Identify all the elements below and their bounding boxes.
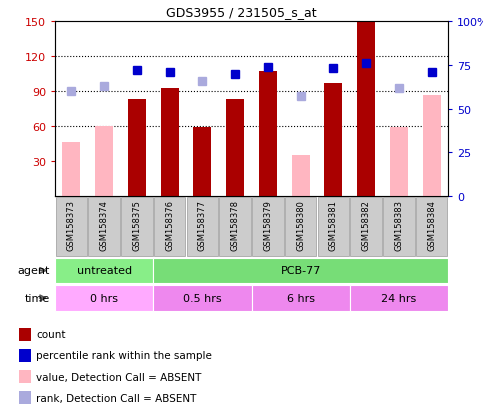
Bar — [19, 370, 31, 383]
Text: GSM158381: GSM158381 — [329, 199, 338, 250]
Bar — [357, 22, 375, 197]
Text: 6 hrs: 6 hrs — [286, 293, 314, 303]
Text: 24 hrs: 24 hrs — [381, 293, 416, 303]
Bar — [19, 391, 31, 404]
FancyBboxPatch shape — [55, 286, 153, 311]
FancyBboxPatch shape — [252, 286, 350, 311]
Bar — [161, 88, 179, 197]
FancyBboxPatch shape — [252, 198, 284, 256]
Text: GDS3955 / 231505_s_at: GDS3955 / 231505_s_at — [166, 6, 317, 19]
Bar — [292, 156, 310, 197]
Bar — [19, 328, 31, 341]
FancyBboxPatch shape — [153, 286, 252, 311]
Text: agent: agent — [18, 266, 50, 276]
Text: GSM158376: GSM158376 — [165, 199, 174, 250]
Text: GSM158382: GSM158382 — [362, 199, 370, 250]
Bar — [19, 349, 31, 362]
Bar — [226, 100, 244, 197]
FancyBboxPatch shape — [350, 286, 448, 311]
FancyBboxPatch shape — [121, 198, 153, 256]
FancyBboxPatch shape — [153, 259, 448, 283]
FancyBboxPatch shape — [55, 259, 153, 283]
Text: count: count — [36, 330, 66, 339]
Bar — [423, 95, 440, 197]
Text: GSM158377: GSM158377 — [198, 199, 207, 250]
FancyBboxPatch shape — [285, 198, 316, 256]
Bar — [325, 83, 342, 197]
FancyBboxPatch shape — [186, 198, 218, 256]
FancyBboxPatch shape — [383, 198, 414, 256]
Text: GSM158380: GSM158380 — [296, 199, 305, 250]
Text: GSM158374: GSM158374 — [99, 199, 109, 250]
Bar — [193, 128, 212, 197]
Text: GSM158378: GSM158378 — [230, 199, 240, 250]
Text: GSM158383: GSM158383 — [395, 199, 403, 250]
Text: GSM158375: GSM158375 — [132, 199, 142, 250]
Text: GSM158373: GSM158373 — [67, 199, 76, 250]
Bar — [62, 143, 80, 197]
Text: PCB-77: PCB-77 — [281, 266, 321, 276]
FancyBboxPatch shape — [56, 198, 87, 256]
Bar — [128, 100, 146, 197]
FancyBboxPatch shape — [416, 198, 447, 256]
FancyBboxPatch shape — [318, 198, 349, 256]
Text: GSM158379: GSM158379 — [263, 199, 272, 250]
Text: time: time — [25, 293, 50, 303]
Text: GSM158384: GSM158384 — [427, 199, 436, 250]
Bar — [95, 127, 113, 197]
Text: value, Detection Call = ABSENT: value, Detection Call = ABSENT — [36, 372, 201, 382]
FancyBboxPatch shape — [88, 198, 120, 256]
Text: 0 hrs: 0 hrs — [90, 293, 118, 303]
FancyBboxPatch shape — [350, 198, 382, 256]
Text: untreated: untreated — [77, 266, 132, 276]
Text: rank, Detection Call = ABSENT: rank, Detection Call = ABSENT — [36, 393, 197, 403]
Text: 0.5 hrs: 0.5 hrs — [183, 293, 222, 303]
Bar — [259, 72, 277, 197]
FancyBboxPatch shape — [219, 198, 251, 256]
Text: percentile rank within the sample: percentile rank within the sample — [36, 351, 212, 361]
Bar — [390, 128, 408, 197]
FancyBboxPatch shape — [154, 198, 185, 256]
